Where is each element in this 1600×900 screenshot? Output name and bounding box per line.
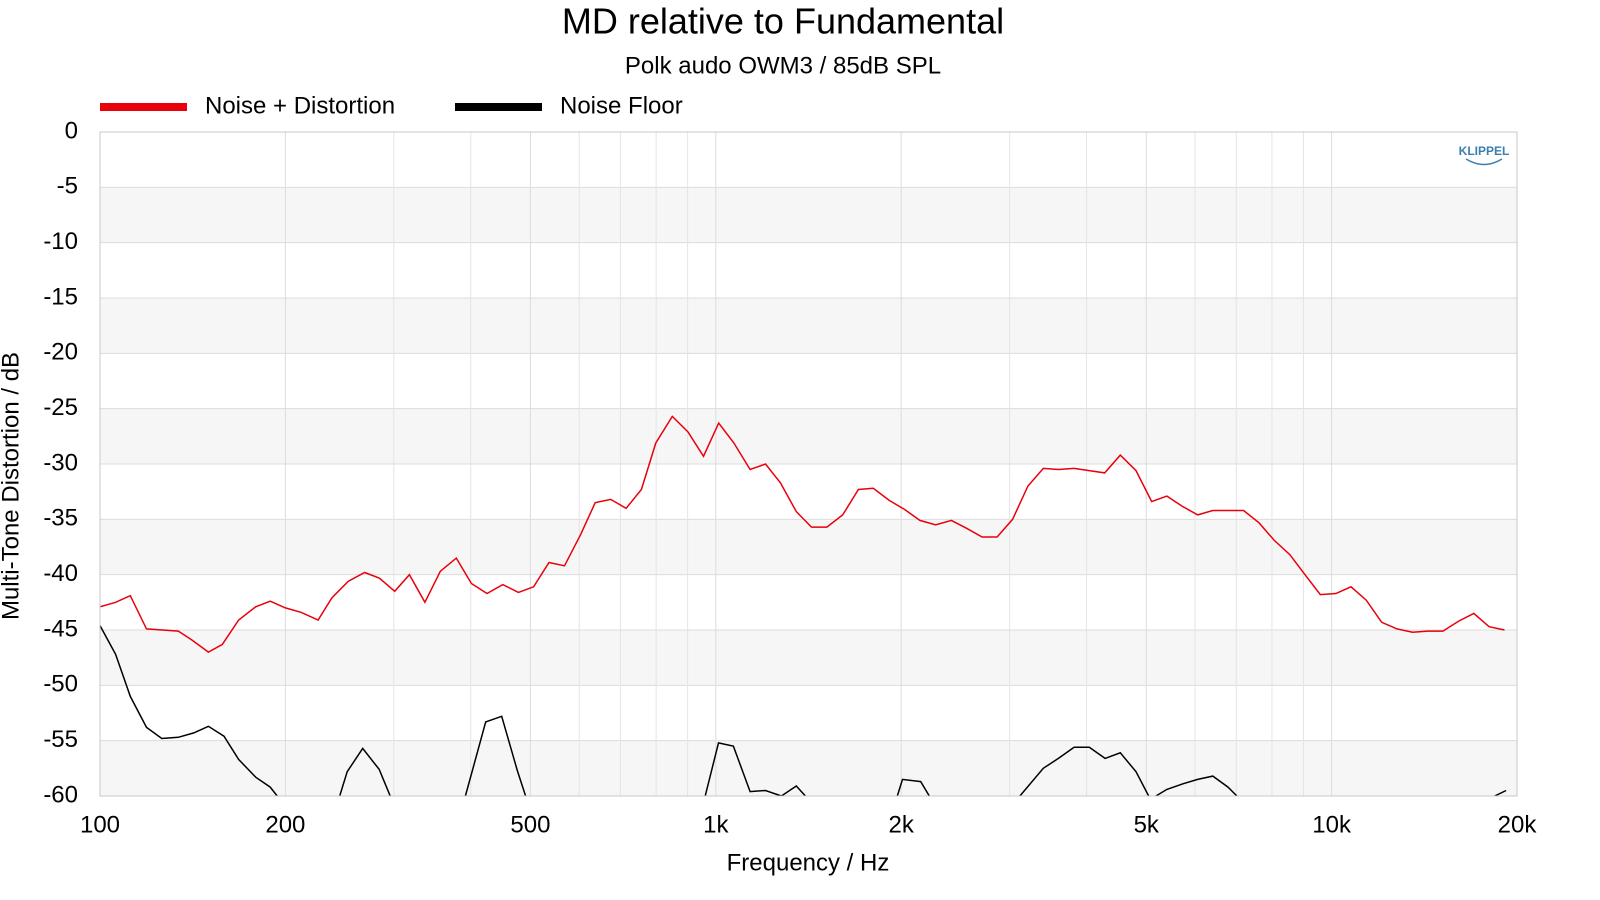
grid-band: [100, 740, 1517, 796]
x-tick-label: 500: [510, 811, 550, 838]
y-axis-label: Multi-Tone Distortion / dB: [0, 352, 24, 620]
x-tick-label: 200: [265, 811, 305, 838]
x-tick-label: 100: [80, 811, 120, 838]
y-tick-label: -25: [43, 394, 78, 421]
x-tick-label: 10k: [1312, 811, 1352, 838]
grid-band: [100, 519, 1517, 575]
y-tick-label: -40: [43, 560, 78, 587]
x-axis-label: Frequency / Hz: [727, 849, 890, 876]
logo-swoosh: [1465, 158, 1503, 166]
y-tick-label: -5: [57, 173, 78, 200]
chart-subtitle: Polk audo OWM3 / 85dB SPL: [625, 52, 941, 79]
grid-band: [100, 298, 1517, 354]
y-tick-label: 0: [65, 117, 78, 144]
plot-border: [99, 131, 1518, 797]
x-tick-label: 2k: [889, 811, 915, 838]
grid-band: [100, 187, 1517, 243]
series-line: [100, 415, 1505, 653]
y-tick-label: -45: [43, 615, 78, 642]
x-tick-label: 20k: [1498, 811, 1538, 838]
legend-label: Noise Floor: [560, 92, 683, 119]
y-tick-label: -55: [43, 726, 78, 753]
grid-band: [100, 630, 1517, 686]
y-tick-label: -10: [43, 228, 78, 255]
series-line: [100, 625, 1507, 796]
logo: KLIPPEL: [1459, 144, 1510, 158]
y-tick-label: -60: [43, 781, 78, 808]
y-tick-label: -50: [43, 671, 78, 698]
legend-label: Noise + Distortion: [205, 92, 395, 119]
x-tick-label: 5k: [1134, 811, 1160, 838]
x-tick-label: 1k: [703, 811, 729, 838]
y-tick-label: -15: [43, 283, 78, 310]
y-tick-label: -20: [43, 339, 78, 366]
y-tick-label: -35: [43, 505, 78, 532]
grid-band: [100, 408, 1517, 464]
chart-title: MD relative to Fundamental: [562, 1, 1004, 42]
y-tick-label: -30: [43, 449, 78, 476]
